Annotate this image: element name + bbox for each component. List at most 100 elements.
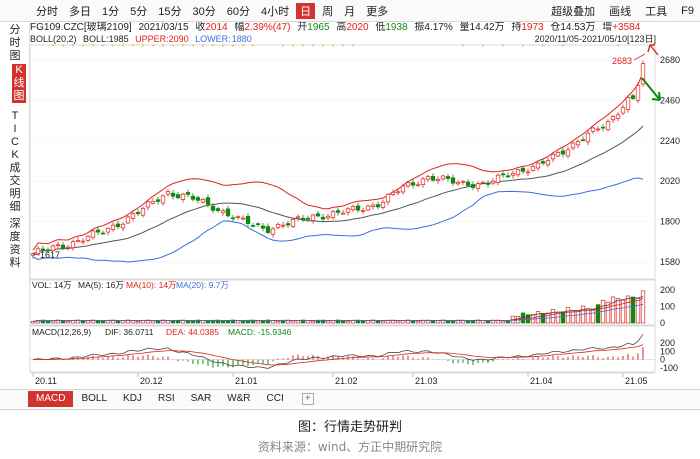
candle-body <box>220 210 226 213</box>
quote-delta: +3584 <box>612 22 641 33</box>
volume-bar <box>35 319 41 324</box>
period-15min[interactable]: 15分 <box>158 5 182 18</box>
price-grid <box>30 59 655 263</box>
period-week[interactable]: 周 <box>322 5 334 18</box>
tab-macd[interactable]: MACD <box>28 390 74 407</box>
candle-body <box>145 201 151 208</box>
volume-tick-label: 0 <box>660 318 665 328</box>
candle-body <box>265 226 271 233</box>
signal-star-icon: * <box>202 44 205 51</box>
signal-star-icon: * <box>152 44 155 51</box>
volume-bar <box>205 320 211 324</box>
boll-value-label: BOLL: <box>83 34 109 44</box>
period-month[interactable]: 月 <box>344 5 356 18</box>
period-day[interactable]: 日 <box>296 2 316 19</box>
candle-body <box>490 180 496 184</box>
period-4hour[interactable]: 4小时 <box>261 5 290 18</box>
tab-rsi[interactable]: RSI <box>157 393 175 404</box>
f9-button[interactable]: F9 <box>681 5 694 17</box>
chart-area[interactable]: * * * * * * * * * * * * * * * * * * * * * * * * * * * * * * * * * * * * 268… <box>0 0 700 389</box>
candle-body <box>110 224 116 230</box>
candle-body <box>510 173 516 176</box>
period-intraday[interactable]: 分时 <box>36 5 58 18</box>
date-tick-label: 21.02 <box>335 376 358 386</box>
tab-kdj[interactable]: KDJ <box>123 393 142 404</box>
candle-body <box>35 248 41 255</box>
volume-bar <box>170 320 176 324</box>
nav-trade-detail[interactable]: 成交明细 <box>0 162 30 214</box>
volume-bar <box>150 320 156 324</box>
tools-button[interactable]: 工具 <box>645 6 668 18</box>
annotations: 2683 1617 <box>32 44 661 260</box>
signal-star-icon: * <box>212 44 215 51</box>
volume-bar <box>155 320 161 324</box>
candle-body <box>195 197 201 201</box>
candle-body <box>375 204 381 208</box>
quote-date: 2021/03/15 <box>138 22 189 33</box>
volume-axis: 200 100 0 <box>660 285 675 328</box>
candle-body <box>370 204 376 207</box>
candle-body <box>175 194 181 199</box>
date-range: 2020/11/05-2021/05/10[123日] <box>534 34 656 44</box>
volume-bar <box>620 299 626 324</box>
period-more[interactable]: 更多 <box>366 5 389 18</box>
candle-body <box>640 63 646 85</box>
candle-body <box>430 176 436 181</box>
candle-body <box>415 184 421 187</box>
volume-bar <box>630 296 636 324</box>
volume-bar <box>615 298 621 324</box>
candle-body <box>520 167 526 172</box>
period-1min[interactable]: 1分 <box>102 5 120 18</box>
candle-body <box>530 166 536 171</box>
candle-body <box>405 182 411 187</box>
tab-sar[interactable]: SAR <box>190 393 212 404</box>
signal-stars: * * * * * * * * * * * * * * * * * * * * * * * * * * * * * * * * * * * * <box>52 44 620 51</box>
volume-tick-label: 100 <box>660 302 675 312</box>
nav-depth-label: 深度资料 <box>9 218 21 269</box>
tab-boll[interactable]: BOLL <box>81 393 108 404</box>
volume-bar <box>570 310 576 324</box>
boll-upper: 2090 <box>168 34 189 44</box>
add-indicator-icon[interactable]: + <box>301 392 314 405</box>
candle-body <box>525 171 531 174</box>
signal-star-icon: * <box>122 44 125 51</box>
signal-star-icon: * <box>112 44 115 51</box>
signal-star-icon: * <box>502 44 505 51</box>
signal-star-icon: * <box>322 44 325 51</box>
nav-intraday-chart[interactable]: 分时图 <box>0 24 30 63</box>
boll-upper-label: UPPER: <box>135 34 169 44</box>
candle-body <box>455 182 461 185</box>
period-30min[interactable]: 30分 <box>192 5 216 18</box>
volume-bar <box>310 320 316 324</box>
nav-depth-info[interactable]: 深度资料 <box>0 218 30 270</box>
candle-body <box>475 183 481 189</box>
price-axis: 2680 2460 2240 2020 1800 1580 <box>660 55 680 267</box>
draw-line-button[interactable]: 画线 <box>609 6 632 18</box>
candle-body <box>345 208 351 213</box>
tab-cci[interactable]: CCI <box>266 393 284 404</box>
candle-body <box>200 199 206 203</box>
vol-ma20-label: MA(20): 9.7万 <box>176 280 229 290</box>
candle-body <box>535 162 541 169</box>
volume-bar <box>80 320 86 324</box>
candle-body <box>580 139 586 142</box>
candle-body <box>230 217 236 220</box>
period-5min[interactable]: 5分 <box>130 5 148 18</box>
volume-bar <box>65 320 71 324</box>
low-annotation: 1617 <box>40 250 60 260</box>
super-overlay-button[interactable]: 超级叠加 <box>551 6 596 18</box>
period-60min[interactable]: 60分 <box>226 5 250 18</box>
volume-bar <box>185 320 191 324</box>
signal-star-icon: * <box>352 44 355 51</box>
tab-wr[interactable]: W&R <box>227 393 251 404</box>
candle-body <box>100 232 106 235</box>
candle-body <box>410 182 416 186</box>
volume-bar <box>485 320 491 324</box>
volume-bar <box>40 319 46 324</box>
period-multiday[interactable]: 多日 <box>69 5 91 18</box>
volume-bar <box>450 320 456 324</box>
